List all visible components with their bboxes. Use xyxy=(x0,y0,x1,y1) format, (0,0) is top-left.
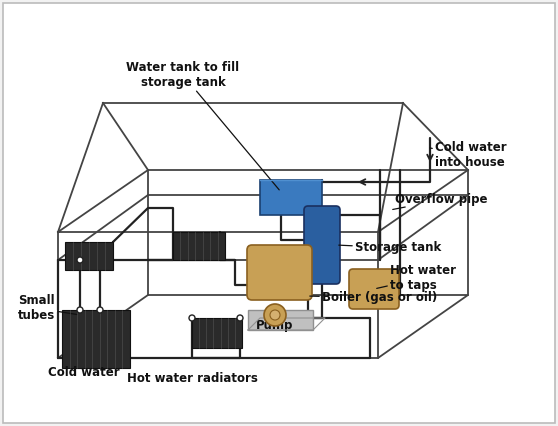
Text: Hot water radiators: Hot water radiators xyxy=(127,371,257,385)
Text: Small
tubes: Small tubes xyxy=(18,294,77,322)
Circle shape xyxy=(77,257,83,263)
Bar xyxy=(248,310,313,330)
Text: Hot water
to taps: Hot water to taps xyxy=(377,264,456,292)
Text: Cold water: Cold water xyxy=(48,366,119,380)
Bar xyxy=(65,242,113,270)
Bar xyxy=(260,180,322,215)
Circle shape xyxy=(264,304,286,326)
Text: Storage tank: Storage tank xyxy=(339,242,441,254)
FancyBboxPatch shape xyxy=(247,245,312,300)
Bar xyxy=(192,318,242,348)
Circle shape xyxy=(237,315,243,321)
Circle shape xyxy=(189,315,195,321)
Text: Cold water
into house: Cold water into house xyxy=(430,141,507,169)
Text: Overflow pipe: Overflow pipe xyxy=(393,193,488,210)
Circle shape xyxy=(77,307,83,313)
Text: Pump: Pump xyxy=(256,320,294,333)
Text: Water tank to fill
storage tank: Water tank to fill storage tank xyxy=(127,61,279,190)
FancyBboxPatch shape xyxy=(349,269,399,309)
Text: Boiler (gas or oil): Boiler (gas or oil) xyxy=(310,291,437,305)
FancyBboxPatch shape xyxy=(304,206,340,284)
Bar xyxy=(173,232,225,260)
Circle shape xyxy=(270,310,280,320)
Circle shape xyxy=(97,307,103,313)
Bar xyxy=(62,310,130,368)
